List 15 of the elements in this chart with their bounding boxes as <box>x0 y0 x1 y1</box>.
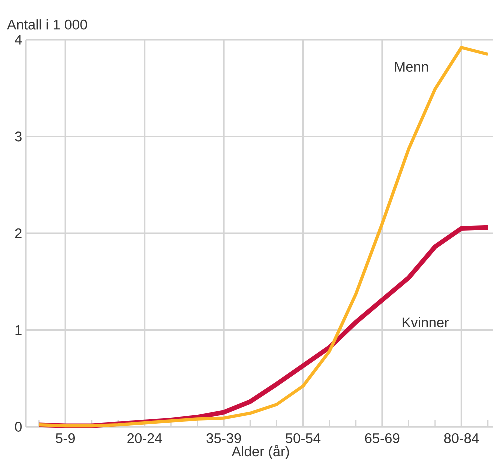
y-tick-label: 4 <box>15 35 22 45</box>
x-tick-label: 35-39 <box>206 434 242 444</box>
x-tick-label: 5-9 <box>56 434 76 444</box>
x-tick-label: 80-84 <box>444 434 480 444</box>
y-tick-label: 3 <box>15 132 22 142</box>
x-tick-label: 65-69 <box>365 434 400 444</box>
x-tick-label: 20-24 <box>128 434 162 444</box>
y-tick-label: 2 <box>15 228 22 238</box>
series-label: Kvinner <box>402 317 449 328</box>
series-label: Menn <box>395 62 428 72</box>
y-axis-title: Antall i 1 000 <box>7 20 88 30</box>
x-axis-title: Alder (år) <box>232 445 290 460</box>
y-tick-label: 0 <box>15 422 22 432</box>
y-tick-label: 1 <box>16 325 22 336</box>
x-tick-label: 50-54 <box>286 434 321 444</box>
